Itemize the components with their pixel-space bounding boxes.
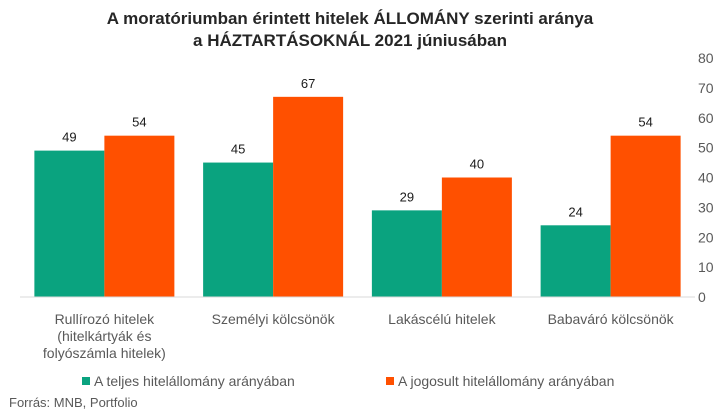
x-tick-label: Személyi kölcsönök	[212, 311, 336, 327]
bar-total	[540, 225, 611, 297]
x-tick-label: (hitelkártyák és	[57, 328, 151, 344]
y-tick-label: 40	[698, 170, 714, 186]
y-tick-label: 20	[698, 229, 714, 245]
y-tick-label: 70	[698, 80, 714, 96]
y-tick-label: 50	[698, 140, 714, 156]
data-label: 49	[62, 130, 76, 145]
legend-swatch	[386, 377, 394, 385]
bar-total	[203, 162, 274, 297]
data-label: 54	[132, 115, 146, 130]
data-label: 29	[400, 189, 414, 204]
legend-swatch	[82, 377, 90, 385]
bar-total	[34, 150, 105, 297]
y-tick-label: 30	[698, 199, 714, 215]
x-tick-label: Babaváró kölcsönök	[548, 311, 675, 327]
data-label: 67	[301, 76, 315, 91]
legend-label: A jogosult hitelállomány arányában	[398, 373, 614, 389]
chart-title-line-1: A moratóriumban érintett hitelek ÁLLOMÁN…	[106, 9, 594, 28]
y-tick-label: 10	[698, 259, 714, 275]
data-label: 40	[470, 157, 484, 172]
bar-eligible	[273, 96, 344, 298]
chart-title-line-2: a HÁZTARTÁSOKNÁL 2021 júniusában	[193, 31, 507, 50]
bar-eligible	[104, 135, 175, 297]
legend-label: A teljes hitelállomány arányában	[94, 373, 295, 389]
x-tick-label: Lakáscélú hitelek	[388, 311, 496, 327]
bar-eligible	[441, 177, 512, 297]
y-tick-label: 80	[698, 50, 714, 66]
data-label: 45	[231, 142, 245, 157]
data-label: 24	[568, 204, 582, 219]
x-tick-label: folyószámla hitelek)	[43, 345, 166, 361]
bar-eligible	[610, 135, 681, 297]
data-label: 54	[638, 115, 652, 130]
y-tick-label: 0	[698, 289, 706, 305]
y-tick-label: 60	[698, 110, 714, 126]
x-tick-label: Rullírozó hitelek	[55, 311, 156, 327]
bar-total	[371, 210, 442, 297]
source-note: Forrás: MNB, Portfolio	[9, 395, 138, 410]
